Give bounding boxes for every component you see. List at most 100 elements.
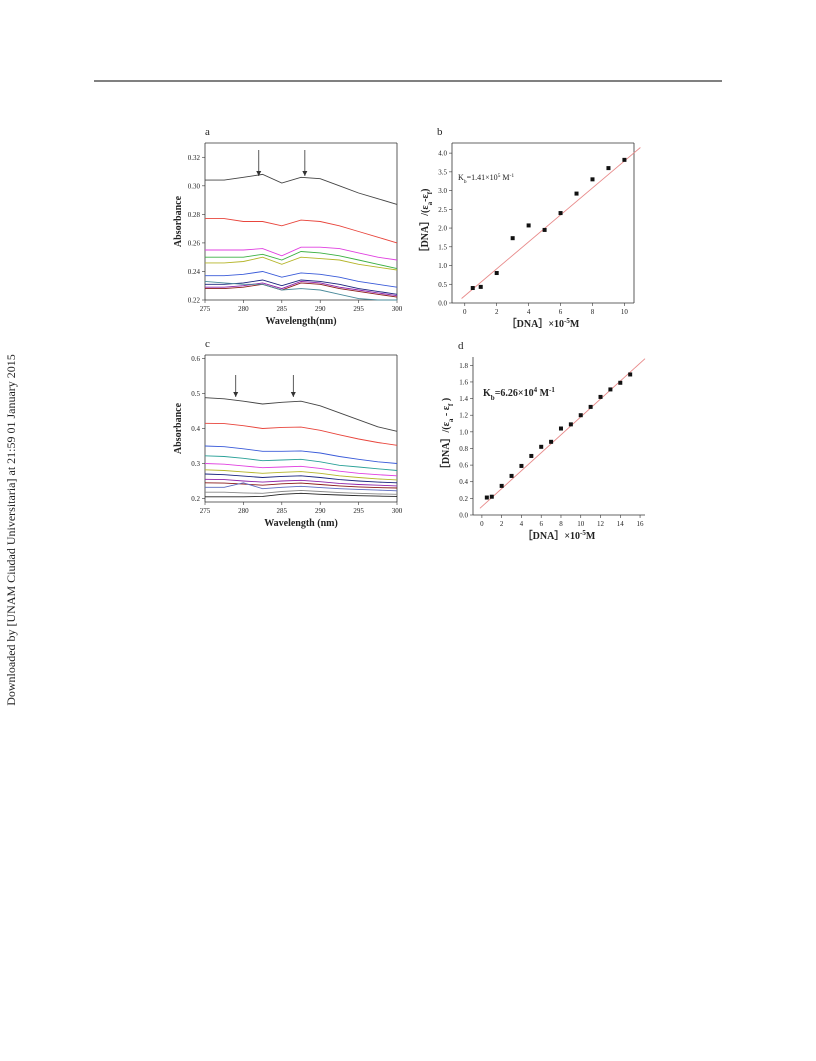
x-tick-label: 295 xyxy=(353,507,364,515)
y-tick-label: 0.3 xyxy=(191,460,200,468)
data-point xyxy=(578,413,583,418)
data-point xyxy=(628,372,633,377)
x-axis-label: ［DNA］×10-5M xyxy=(523,529,596,542)
y-tick-label: 3.0 xyxy=(438,187,447,195)
x-tick-label: 275 xyxy=(200,305,211,313)
x-axis-label: Wavelength (nm) xyxy=(264,518,338,529)
arrow-head xyxy=(233,392,239,397)
arrow-head xyxy=(302,171,308,176)
spectrum-line xyxy=(205,173,398,205)
data-point xyxy=(622,157,627,162)
arrow-head xyxy=(290,392,296,397)
y-tick-label: 0.0 xyxy=(438,300,447,308)
spectrum-line xyxy=(204,280,397,301)
data-point xyxy=(526,223,531,228)
data-point xyxy=(484,495,489,500)
y-tick-label: 2.0 xyxy=(438,225,447,233)
spectrum-line xyxy=(204,445,398,464)
y-tick-label: 0.30 xyxy=(188,182,201,190)
y-tick-label: 0.2 xyxy=(191,495,200,503)
download-note: Downloaded by [UNAM Ciudad Universitaria… xyxy=(4,354,18,706)
label-part: 5 xyxy=(498,173,501,179)
x-tick-label: 4 xyxy=(527,308,531,316)
spectrum-line xyxy=(205,251,398,270)
x-axis-label: Wavelength(nm) xyxy=(265,316,336,327)
spectrum-line xyxy=(204,463,398,477)
x-tick-label: 10 xyxy=(621,308,629,316)
spectrum-line xyxy=(205,271,398,288)
spectrum-line xyxy=(205,279,398,295)
spectrum-line xyxy=(205,482,398,492)
label-part: K xyxy=(458,173,464,182)
data-point xyxy=(588,404,593,409)
y-tick-label: 0.26 xyxy=(188,239,201,247)
spectrum-line xyxy=(205,256,398,271)
x-tick-label: 295 xyxy=(353,305,364,313)
x-tick-label: 280 xyxy=(238,507,249,515)
annotation: Kb=6.26×104 M-1 xyxy=(483,386,555,402)
label-part: -1 xyxy=(510,173,515,179)
y-tick-label: 0.6 xyxy=(191,355,200,363)
label-part: M xyxy=(586,531,596,542)
x-tick-label: 8 xyxy=(591,308,595,316)
data-point xyxy=(542,227,547,232)
label-part: ［DNA］×10 xyxy=(523,529,580,542)
data-point xyxy=(568,422,573,427)
x-tick-label: 300 xyxy=(392,305,403,313)
spectrum-line xyxy=(205,246,398,261)
x-tick-label: 0 xyxy=(480,520,484,528)
data-point xyxy=(529,453,534,458)
y-tick-label: 1.4 xyxy=(459,395,468,403)
data-point xyxy=(618,380,623,385)
y-axis-label: ［DNA］/(εa-εf) xyxy=(418,189,434,258)
x-tick-label: 285 xyxy=(277,305,288,313)
y-tick-label: 3.5 xyxy=(438,168,447,176)
label-part: ［DNA］/(ε xyxy=(418,205,431,258)
data-point xyxy=(590,177,595,182)
fit-line xyxy=(461,147,641,299)
y-tick-label: 2.5 xyxy=(438,206,447,214)
label-part: a xyxy=(447,418,455,422)
label-part: 4 xyxy=(534,386,538,394)
data-point xyxy=(539,444,544,449)
data-point xyxy=(499,483,504,488)
spectrum-line xyxy=(204,469,398,481)
y-tick-label: 0.6 xyxy=(459,462,468,470)
label-part: f xyxy=(426,191,434,194)
panel-label: c xyxy=(205,338,210,350)
spectrum-line xyxy=(205,280,398,297)
x-tick-label: 290 xyxy=(315,507,326,515)
y-tick-label: 1.0 xyxy=(459,428,468,436)
y-tick-label: 0.4 xyxy=(191,425,200,433)
data-point xyxy=(470,286,475,291)
x-tick-label: 300 xyxy=(392,507,403,515)
x-tick-label: 2 xyxy=(500,520,504,528)
x-tick-label: 290 xyxy=(315,305,326,313)
y-axis-label: Absorbance xyxy=(173,402,184,454)
data-point xyxy=(494,271,499,276)
x-tick-label: 0 xyxy=(463,308,467,316)
fit-line xyxy=(479,358,646,509)
label-part: =6.26×10 xyxy=(495,388,534,399)
panel-label: a xyxy=(205,126,210,138)
data-point xyxy=(489,494,494,499)
y-tick-label: 0.8 xyxy=(459,445,468,453)
y-tick-label: 1.6 xyxy=(459,378,468,386)
y-tick-label: 1.2 xyxy=(459,412,468,420)
arrow-head xyxy=(256,171,262,176)
label-part: M xyxy=(537,388,550,399)
label-part: b xyxy=(464,179,467,185)
y-axis-label: ［DNA］/(εa - εf ) xyxy=(439,398,455,474)
data-point xyxy=(549,439,554,444)
y-tick-label: 0.5 xyxy=(191,390,200,398)
spectrum-line xyxy=(204,478,398,487)
annotation: Kb=1.41×105 M-1 xyxy=(458,173,514,185)
x-tick-label: 275 xyxy=(200,507,211,515)
label-part: b xyxy=(491,394,495,402)
x-tick-label: 4 xyxy=(520,520,524,528)
y-tick-label: 0.4 xyxy=(459,478,468,486)
x-tick-label: 280 xyxy=(238,305,249,313)
label-part: ) xyxy=(420,189,431,192)
spectrum-line xyxy=(204,473,398,484)
